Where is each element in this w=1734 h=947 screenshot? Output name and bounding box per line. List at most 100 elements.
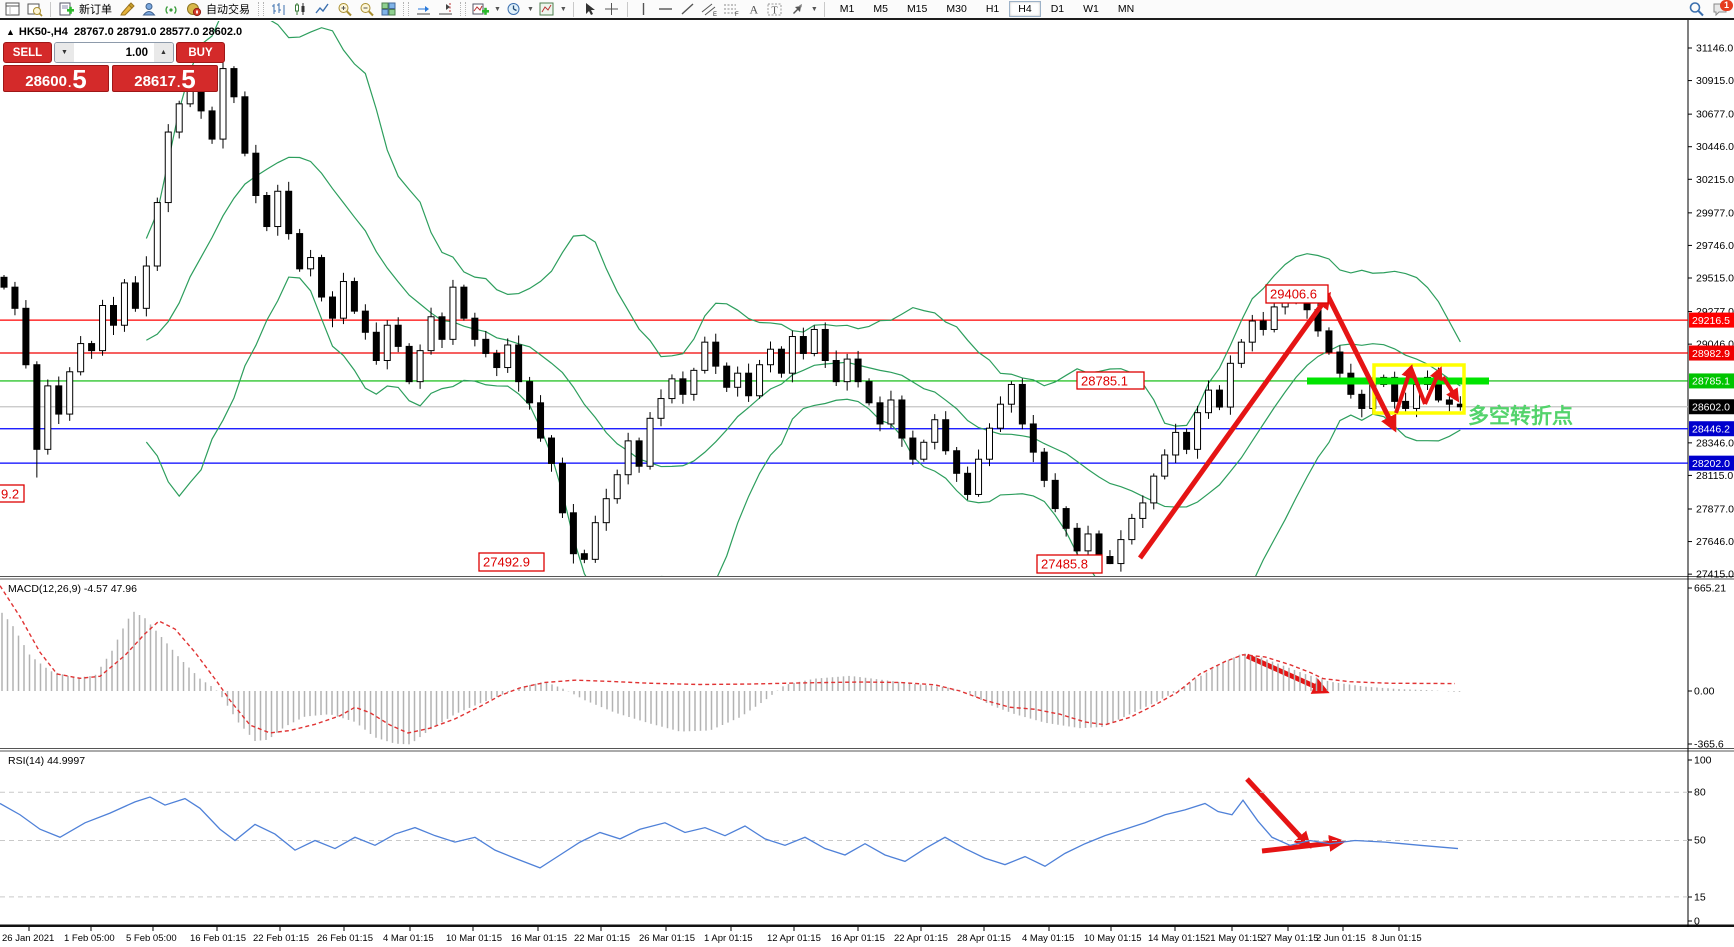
chart-shift-icon[interactable] [436, 1, 455, 18]
sell-price-display[interactable]: 28600 . 5 [3, 65, 109, 92]
candle-body [318, 257, 326, 298]
new-order-icon[interactable] [57, 1, 76, 18]
new-order-label[interactable]: 新订单 [79, 4, 112, 16]
candle-body [569, 512, 577, 555]
timeframe-m5[interactable]: M5 [864, 1, 897, 17]
candle-body [1073, 527, 1081, 552]
line-chart-type-icon[interactable] [313, 1, 332, 18]
price-level-badge-text: 28202.0 [1692, 458, 1730, 470]
search-icon[interactable] [1687, 1, 1706, 18]
equidistant-channel-tool-icon[interactable]: E [700, 1, 719, 18]
time-tick-label: 4 May 01:15 [1022, 933, 1074, 944]
community-icon[interactable] [140, 1, 159, 18]
price-tick-label: 30677.0 [1696, 109, 1734, 121]
candle-body [329, 296, 336, 319]
macd-axis-label: -365.6 [1694, 739, 1724, 751]
volume-input[interactable] [74, 43, 154, 62]
horizontal-line-tool-icon[interactable] [656, 1, 675, 18]
candlesticks-layer [0, 21, 1464, 576]
time-tick-label: 12 Apr 01:15 [767, 933, 821, 944]
timeframe-m15[interactable]: M15 [898, 1, 936, 17]
autotrading-label[interactable]: 自动交易 [206, 4, 250, 16]
candle-chart-type-icon[interactable] [291, 1, 310, 18]
signals-icon[interactable] [162, 1, 181, 18]
price-tick-label: 27877.0 [1696, 503, 1734, 515]
tile-windows-icon[interactable] [379, 1, 398, 18]
price-tick-label: 29515.0 [1696, 273, 1734, 285]
candle-body [1215, 389, 1223, 408]
candle-body [1183, 431, 1191, 450]
vertical-line-tool-icon[interactable] [634, 1, 653, 18]
volume-up-button[interactable]: ▲ [154, 43, 173, 62]
rsi-axis-label: 80 [1694, 787, 1706, 799]
templates-icon[interactable] [537, 1, 556, 18]
expander-icon[interactable]: ▲ [6, 27, 15, 37]
styles-icon[interactable] [118, 1, 137, 18]
arrows-dropdown-caret[interactable]: ▼ [810, 5, 818, 13]
buy-price-display[interactable]: 28617 . 5 [112, 65, 218, 92]
candle-body [580, 553, 588, 560]
price-level-badge-text: 29216.5 [1692, 315, 1730, 327]
time-tick-label: 16 Mar 01:15 [511, 933, 567, 944]
candle-body [920, 441, 928, 460]
candle-body [120, 282, 128, 326]
sell-price-dot: . [67, 76, 72, 90]
chat-icon[interactable]: 1 [1709, 0, 1733, 18]
timeframe-h4[interactable]: H4 [1009, 1, 1041, 17]
candle-body [1128, 517, 1136, 541]
candle-body [1161, 454, 1169, 477]
time-tick-label: 8 Jun 01:15 [1372, 933, 1422, 944]
timeframe-mn[interactable]: MN [1109, 1, 1143, 17]
symbol-name: HK50-,H4 [18, 26, 68, 38]
arrows-tool-icon[interactable] [788, 1, 807, 18]
crosshair-icon[interactable] [602, 1, 621, 18]
sell-button[interactable]: SELL [3, 42, 52, 63]
indicators-dropdown-caret[interactable]: ▼ [494, 5, 501, 13]
timeframe-w1[interactable]: W1 [1074, 1, 1108, 17]
autotrading-icon[interactable] [184, 1, 203, 18]
indicators-icon[interactable] [471, 1, 490, 18]
rsi-line [0, 796, 1459, 869]
macd-indicator-label: MACD(12,26,9) -4.57 47.96 [8, 583, 137, 595]
text-tool-icon[interactable]: A [744, 1, 763, 18]
candle-body [175, 103, 183, 133]
candle-body [1205, 389, 1212, 414]
timeframe-m30[interactable]: M30 [937, 1, 975, 17]
buy-button[interactable]: BUY [176, 42, 225, 63]
trendline-tool-icon[interactable] [678, 1, 697, 18]
candle-body [1172, 431, 1180, 456]
templates-dropdown-caret[interactable]: ▼ [559, 5, 567, 13]
chart-canvas[interactable]: 29406.6 28785.1 27492.9 27485.8 9.2 多空转折点 3114… [0, 20, 1734, 947]
trend-arrow [1245, 653, 1330, 694]
chart-window-icon[interactable] [3, 1, 22, 18]
text-label-tool-icon[interactable]: T [766, 1, 785, 18]
candle-body [996, 403, 1004, 429]
price-level-badge [1689, 373, 1734, 389]
periods-dropdown-caret[interactable]: ▼ [526, 5, 534, 13]
timeframe-d1[interactable]: D1 [1042, 1, 1073, 17]
candle-body [88, 343, 96, 352]
candle-body [865, 381, 873, 404]
candle-body [1029, 423, 1037, 453]
candle-body [394, 324, 402, 347]
candle-body [668, 378, 676, 400]
candle-body [110, 304, 117, 326]
candle-body [383, 324, 391, 361]
fibonacci-tool-icon[interactable]: F [722, 1, 741, 18]
auto-scroll-icon[interactable] [414, 1, 433, 18]
cursor-icon[interactable] [580, 1, 599, 18]
candle-body [131, 282, 139, 309]
bar-chart-type-icon[interactable] [269, 1, 288, 18]
candle-body [1445, 399, 1453, 405]
rsi-axis-label: 50 [1694, 835, 1706, 847]
zoom-in-icon[interactable] [335, 1, 354, 18]
periods-icon[interactable] [504, 1, 523, 18]
time-tick-label: 4 Mar 01:15 [383, 933, 434, 944]
price-tick-label: 27646.0 [1696, 536, 1734, 548]
candle-body [745, 372, 753, 397]
timeframe-m1[interactable]: M1 [831, 1, 864, 17]
volume-down-button[interactable]: ▼ [55, 43, 74, 62]
zoom-out-icon[interactable] [357, 1, 376, 18]
data-window-icon[interactable] [25, 1, 44, 18]
timeframe-h1[interactable]: H1 [977, 1, 1008, 17]
